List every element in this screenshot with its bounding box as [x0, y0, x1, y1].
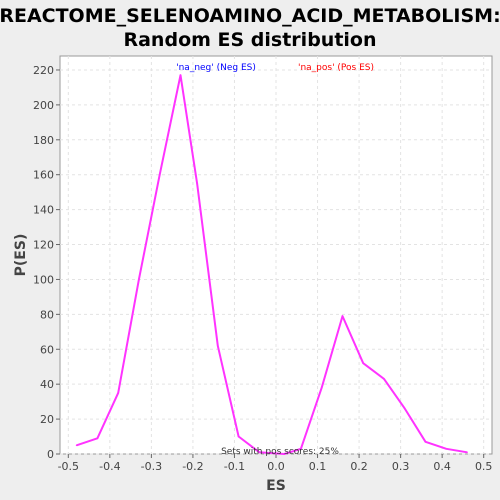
x-tick-label: -0.2 [182, 460, 203, 473]
data-point [362, 362, 365, 365]
data-point [179, 74, 182, 77]
y-tick-label: 0 [47, 448, 54, 461]
x-tick-label: 0.3 [392, 460, 410, 473]
data-point [445, 447, 448, 450]
x-tick-label: 0.4 [433, 460, 451, 473]
pos-scores-annotation: Sets with pos scores: 25% [221, 447, 339, 457]
x-tick-label: 0.2 [350, 460, 368, 473]
legend-pos-label: 'na_pos' (Pos ES) [298, 63, 374, 73]
data-point [75, 444, 78, 447]
y-tick-label: 40 [40, 378, 54, 391]
data-point [96, 437, 99, 440]
data-point [424, 440, 427, 443]
chart-title-line1: REACTOME_SELENOAMINO_ACID_METABOLISM: [0, 5, 500, 27]
data-point [138, 278, 140, 281]
x-tick-label: 0.5 [475, 460, 493, 473]
data-point [258, 451, 261, 454]
y-tick-label: 140 [33, 204, 54, 217]
data-point [237, 435, 240, 438]
y-axis-title: P(ES) [13, 234, 29, 277]
data-point [383, 378, 385, 380]
y-tick-label: 160 [33, 169, 54, 182]
data-point [117, 392, 119, 394]
x-tick-label: 0.0 [267, 460, 285, 473]
series-line [76, 74, 468, 455]
y-tick-label: 100 [33, 273, 54, 286]
data-point [158, 173, 161, 176]
chart-title-line2: Random ES distribution [123, 29, 376, 51]
data-point [341, 315, 344, 317]
x-tick-label: -0.1 [224, 460, 245, 473]
data-point [196, 182, 198, 185]
data-point [283, 453, 286, 455]
x-axis-title: ES [266, 478, 286, 494]
data-point [300, 447, 302, 450]
data-point [217, 344, 219, 347]
x-tick-label: -0.3 [141, 460, 162, 473]
x-tick-label: 0.1 [309, 460, 327, 473]
y-tick-label: 220 [33, 64, 54, 77]
y-tick-label: 120 [33, 239, 54, 252]
grid-lines [60, 56, 492, 455]
data-point [320, 386, 323, 389]
y-tick-label: 180 [33, 134, 54, 147]
x-tick-label: -0.5 [58, 460, 79, 473]
y-tick-label: 80 [40, 308, 54, 321]
y-tick-label: 20 [40, 413, 54, 426]
data-point [466, 451, 468, 454]
data-point [403, 407, 406, 410]
x-tick-label: -0.4 [99, 460, 120, 473]
y-tick-label: 60 [40, 343, 54, 356]
legend-neg-label: 'na_neg' (Neg ES) [176, 63, 256, 73]
y-tick-label: 200 [33, 99, 54, 112]
axis-ticks: -0.5 -0.4 -0.3 -0.2 -0.1 0.0 0.1 0.2 0.3 0.4 0.5 0 2… [33, 64, 492, 473]
series-layer [75, 74, 468, 455]
